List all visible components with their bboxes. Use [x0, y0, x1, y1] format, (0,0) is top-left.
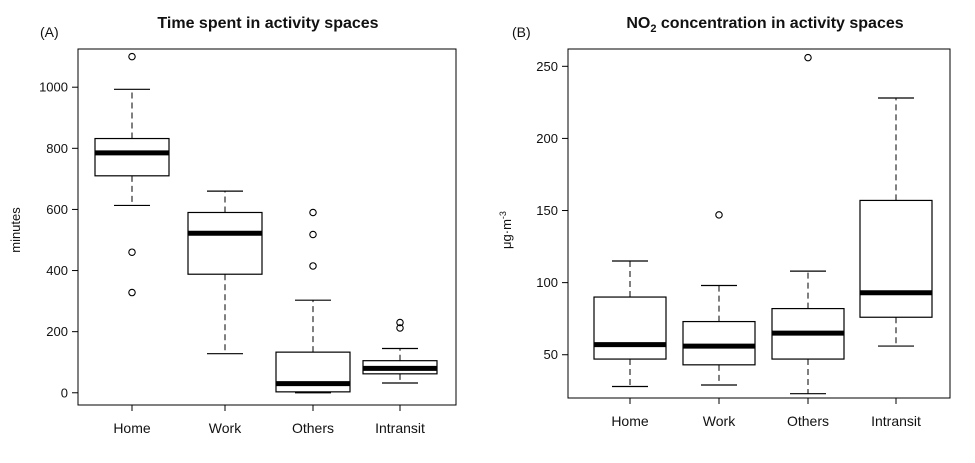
- outlier-point: [804, 53, 812, 62]
- category-label-work: Work: [209, 420, 242, 436]
- panel-a-y-axis-label: minutes: [8, 207, 23, 253]
- iqr-box: [682, 320, 756, 366]
- panel-b-y-axis-label: μg·m-3: [498, 211, 514, 249]
- outlier-point: [309, 230, 317, 239]
- outlier-point: [715, 211, 723, 219]
- category-label-intransit: Intransit: [375, 420, 425, 436]
- panel-b-plot-frame: [567, 48, 951, 399]
- outlier-point: [309, 208, 317, 217]
- panel-b-y-axis: 50 100 150 200 250: [536, 59, 568, 362]
- y-tick-label: 200: [46, 324, 68, 339]
- outlier-point: [128, 288, 136, 297]
- y-tick-label: 150: [536, 203, 558, 218]
- panel-b-title: NO2 concentration in activity spaces: [626, 15, 903, 35]
- iqr-box: [859, 199, 933, 318]
- box-work: [187, 190, 263, 355]
- panel-a-y-axis: 0 200 400 600 800 1000: [39, 80, 78, 400]
- box-others: [275, 208, 351, 394]
- outlier-point: [396, 324, 404, 332]
- outlier-point: [309, 262, 317, 270]
- iqr-box: [187, 211, 263, 275]
- box-work: [682, 211, 756, 386]
- y-tick-label: 400: [46, 263, 68, 278]
- y-tick-label: 600: [46, 202, 68, 217]
- panel-b-title-subscript: 2: [650, 23, 656, 35]
- category-label-others: Others: [292, 420, 334, 436]
- panel-a: (A) Time spent in activity spaces minute…: [8, 15, 457, 436]
- y-tick-label: 100: [536, 275, 558, 290]
- category-label-home: Home: [113, 420, 151, 436]
- y-tick-label: 0: [61, 385, 68, 400]
- outlier-point: [128, 248, 136, 256]
- box-others: [771, 53, 845, 395]
- panel-a-title: Time spent in activity spaces: [157, 15, 378, 32]
- panel-b-x-axis: Home Work Others Intransit: [611, 398, 921, 429]
- panel-a-x-axis: Home Work Others Intransit: [113, 405, 425, 436]
- panel-a-boxes: [94, 52, 438, 394]
- y-tick-label: 200: [536, 131, 558, 146]
- panel-b-label: (B): [512, 24, 531, 40]
- box-intransit: [362, 318, 438, 384]
- outlier-point: [396, 318, 404, 327]
- y-tick-label: 800: [46, 141, 68, 156]
- category-label-others: Others: [787, 413, 829, 429]
- category-label-home: Home: [611, 413, 649, 429]
- panel-a-label: (A): [40, 24, 59, 40]
- panel-a-plot-frame: [77, 48, 457, 406]
- box-intransit: [859, 97, 933, 347]
- category-label-work: Work: [703, 413, 736, 429]
- panel-b-boxes: [593, 53, 933, 395]
- category-label-intransit: Intransit: [871, 413, 921, 429]
- box-home: [593, 260, 667, 388]
- panel-b: (B) NO2 concentration in activity spaces…: [498, 15, 951, 429]
- iqr-box: [593, 296, 667, 360]
- box-home: [94, 52, 170, 297]
- y-tick-label: 1000: [39, 80, 68, 95]
- iqr-box: [94, 137, 170, 177]
- y-tick-label: 50: [544, 347, 558, 362]
- outlier-point: [128, 52, 136, 61]
- y-tick-label: 250: [536, 59, 558, 74]
